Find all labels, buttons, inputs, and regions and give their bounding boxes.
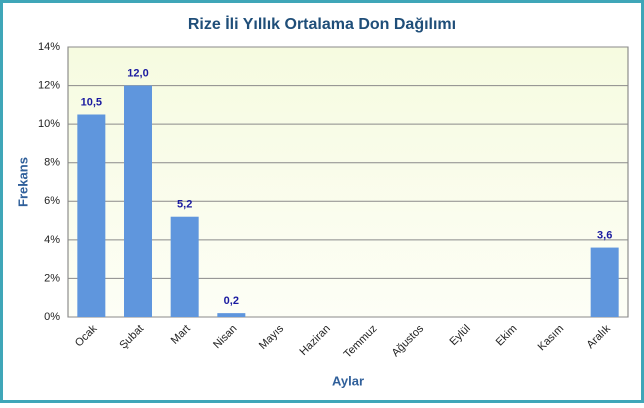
y-tick-label: 8%: [44, 157, 60, 169]
plot-area: [67, 46, 629, 318]
bar: [590, 247, 619, 317]
chart-title: Rize İli Yıllık Ortalama Don Dağılımı: [188, 15, 456, 33]
value-label: 3,6: [597, 229, 612, 241]
y-tick-label: 2%: [44, 272, 60, 284]
y-tick-label: 0%: [44, 311, 60, 323]
y-tick-label: 12%: [38, 79, 60, 91]
x-axis-title: Aylar: [332, 373, 364, 388]
bar: [124, 85, 152, 317]
value-label: 10,5: [81, 96, 102, 108]
bar: [77, 114, 106, 317]
y-tick-label: 14%: [38, 41, 60, 53]
value-label: 12,0: [127, 67, 148, 79]
y-tick-label: 4%: [44, 234, 60, 246]
y-tick-label: 10%: [38, 118, 60, 130]
bar: [217, 313, 246, 317]
value-label: 5,2: [177, 199, 192, 211]
y-axis-title: Frekans: [15, 157, 30, 207]
value-label: 0,2: [224, 295, 239, 307]
y-tick-label: 6%: [44, 195, 60, 207]
bar: [170, 216, 199, 317]
